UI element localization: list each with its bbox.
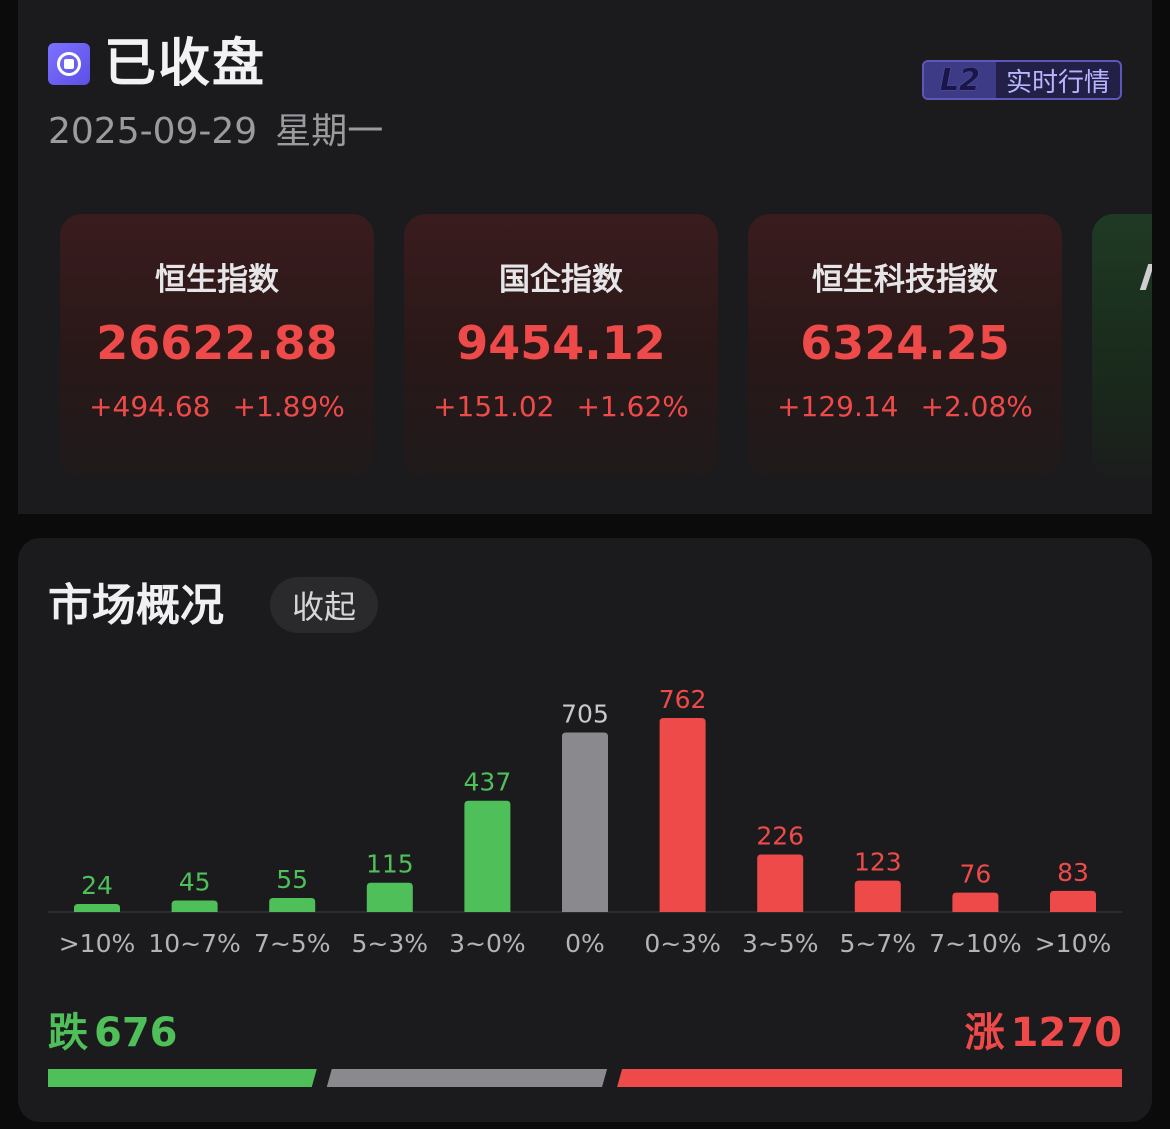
l2-level-icon: L2 (924, 62, 996, 98)
category-label: 0~3% (644, 929, 721, 958)
bar-value-label: 226 (756, 821, 804, 850)
market-status-title: 已收盘 (104, 34, 267, 94)
index-card-hsi[interactable]: 恒生指数 26622.88 +494.68 +1.89% (60, 214, 374, 478)
ratio-decliners (48, 1069, 317, 1087)
bar-7 (757, 854, 804, 912)
decliners-label: 跌 (48, 1010, 88, 1056)
date-text: 2025-09-29 (48, 111, 258, 152)
ratio-advancers (617, 1069, 1122, 1087)
bar-9 (952, 892, 999, 912)
bar-value-label: 55 (276, 865, 308, 894)
index-name: 国企指数 (499, 262, 623, 298)
index-change: +494.68 +1.89% (60, 390, 374, 423)
bar-value-label: 45 (179, 868, 211, 897)
weekday-text: 星期一 (275, 111, 384, 152)
index-value: 9454.12 (456, 316, 666, 370)
category-label: 7~10% (929, 929, 1021, 958)
ratio-unchanged (326, 1069, 608, 1087)
advance-decline-ratio-bar (48, 1069, 1122, 1087)
bar-6 (659, 718, 706, 912)
category-label: >10% (1035, 929, 1112, 958)
bar-value-label: 437 (464, 768, 512, 797)
category-label: >10% (59, 929, 136, 958)
category-label: 0% (565, 929, 605, 958)
advancers-label: 涨 (964, 1010, 1005, 1056)
bar-3 (366, 882, 413, 912)
advancers-count: 1270 (1010, 1010, 1122, 1056)
decliners-count: 676 (94, 1010, 178, 1056)
market-closed-icon (48, 43, 90, 85)
bar-2 (269, 897, 316, 912)
decliners-total: 跌 676 (48, 1008, 178, 1058)
category-label: 3~0% (449, 929, 526, 958)
bar-0 (74, 904, 120, 912)
category-label: 5~3% (352, 929, 429, 958)
bar-value-label: 123 (854, 848, 902, 877)
index-card-next-peek[interactable] (1092, 214, 1152, 478)
bar-value-label: 705 (561, 700, 609, 729)
index-change-percent: +1.62% (576, 390, 689, 423)
index-card-hstech[interactable]: 恒生科技指数 6324.25 +129.14 +2.08% (748, 214, 1062, 478)
l2-realtime-badge[interactable]: L2 实时行情 (922, 60, 1122, 100)
market-overview-title: 市场概况 (48, 580, 224, 631)
category-label: 7~5% (254, 929, 331, 958)
bar-4 (464, 800, 511, 912)
index-name: 恒生指数 (155, 262, 279, 298)
trading-date: 2025-09-29 星期一 (48, 108, 383, 156)
chart-bars (74, 718, 1096, 912)
index-change-percent: +2.08% (920, 390, 1033, 423)
index-name: 恒生科技指数 (812, 262, 998, 298)
bar-8 (854, 880, 901, 912)
collapse-button[interactable]: 收起 (270, 577, 378, 633)
bar-value-label: 115 (366, 850, 414, 879)
index-change-points: +151.02 (433, 390, 555, 423)
realtime-quote-label: 实时行情 (1005, 67, 1110, 98)
bar-1 (171, 900, 218, 912)
bar-value-label: 762 (659, 685, 707, 714)
category-label: 5~7% (840, 929, 917, 958)
index-change: +151.02 +1.62% (404, 390, 718, 423)
bar-value-label: 24 (81, 871, 113, 900)
index-change-points: +494.68 (89, 390, 211, 423)
category-label: 10~7% (148, 929, 240, 958)
category-label: 3~5% (742, 929, 819, 958)
bar-5 (562, 732, 608, 912)
bar-10 (1050, 890, 1096, 912)
advancers-total: 涨 1270 (965, 1008, 1122, 1058)
bar-value-label: 83 (1057, 858, 1089, 887)
bar-value-label: 76 (959, 860, 991, 889)
index-change-points: +129.14 (777, 390, 899, 423)
index-card-hscei[interactable]: 国企指数 9454.12 +151.02 +1.62% (404, 214, 718, 478)
index-change: +129.14 +2.08% (748, 390, 1062, 423)
index-change-percent: +1.89% (232, 390, 345, 423)
index-value: 26622.88 (96, 316, 338, 370)
index-value: 6324.25 (800, 316, 1010, 370)
